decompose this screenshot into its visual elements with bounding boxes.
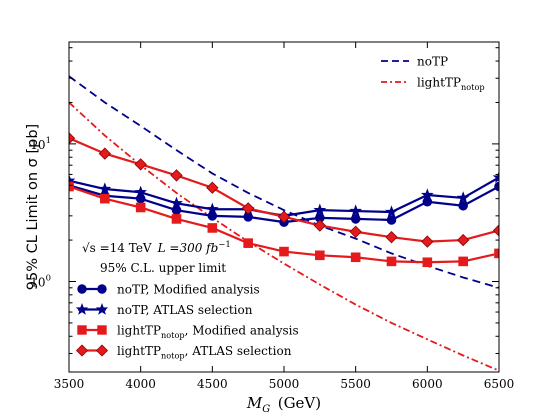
- data-point-noTP_atlas: [349, 204, 363, 217]
- legend-label-noTP_atlas: noTP, ATLAS selection: [117, 303, 253, 317]
- top-legend: noTP lightTPnotop: [381, 55, 485, 93]
- legend-marker-lightTP_modified: [77, 325, 87, 335]
- data-point-lightTP_atlas: [206, 181, 219, 194]
- legend-marker-noTP_atlas: [75, 302, 89, 315]
- data-point-lightTP_modified: [171, 214, 182, 224]
- legend-marker-noTP_atlas: [95, 302, 109, 315]
- data-point-noTP_atlas: [385, 205, 398, 218]
- data-point-lightTP_atlas: [313, 219, 326, 232]
- data-point-noTP_atlas: [170, 196, 183, 209]
- annotation-energy-lumi: √s =14 TeV L =300 fb−1: [82, 240, 231, 255]
- data-point-noTP_modified: [494, 181, 499, 192]
- legend-label-noTP_modified: noTP, Modified analysis: [117, 283, 260, 297]
- data-point-lightTP_modified: [422, 257, 433, 268]
- data-point-lightTP_modified: [279, 246, 289, 257]
- bottom-legend: noTP, Modified analysis noTP, ATLAS selec…: [75, 283, 299, 361]
- annotation-cl: 95% C.L. upper limit: [100, 261, 226, 275]
- data-point-noTP_atlas: [313, 203, 327, 216]
- legend-marker-noTP_modified: [77, 284, 87, 294]
- legend-marker-noTP_modified: [97, 284, 107, 294]
- annotation: √s =14 TeV L =300 fb−1 95% C.L. upper lim…: [82, 240, 231, 275]
- data-point-noTP_atlas: [134, 185, 148, 198]
- data-point-noTP_modified: [458, 200, 468, 211]
- y-tick-label: 101: [30, 136, 51, 152]
- y-axis-label: 95% CL Limit on σ [pb]: [25, 124, 41, 290]
- data-point-lightTP_modified: [315, 250, 325, 261]
- x-tick-label: 6500: [484, 377, 515, 391]
- legend-marker-lightTP_atlas: [75, 344, 89, 357]
- data-point-lightTP_atlas: [134, 158, 147, 171]
- data-point-lightTP_modified: [243, 238, 253, 248]
- data-point-lightTP_modified: [350, 252, 361, 263]
- data-point-lightTP_atlas: [98, 147, 111, 160]
- data-point-noTP_atlas: [456, 191, 470, 204]
- data-point-noTP_atlas: [98, 182, 112, 195]
- x-axis-label: MG (GeV): [246, 394, 321, 415]
- x-axis-label-text: MG (GeV): [246, 394, 321, 415]
- x-tick-label: 5500: [340, 377, 371, 391]
- data-point-lightTP_atlas: [170, 169, 183, 182]
- data-point-lightTP_modified: [135, 202, 146, 213]
- legend-marker-lightTP_atlas: [95, 344, 109, 357]
- series-lightTP_atlas: [69, 132, 499, 248]
- data-point-lightTP_modified: [69, 181, 74, 192]
- series-layer: [69, 75, 499, 372]
- data-point-noTP_atlas: [492, 170, 499, 183]
- x-tick-label: 6000: [412, 377, 443, 391]
- data-point-noTP_modified: [386, 215, 397, 225]
- data-point-lightTP_atlas: [385, 231, 398, 244]
- y-tick-label: 100: [30, 274, 51, 290]
- data-point-lightTP_modified: [494, 248, 499, 259]
- data-point-lightTP_modified: [207, 223, 218, 233]
- legend-label-lightTP_modified: lightTPnotop, Modified analysis: [117, 324, 299, 341]
- data-point-lightTP_modified: [100, 193, 110, 204]
- legend-label-noTP: noTP: [417, 55, 448, 69]
- data-point-lightTP_atlas: [69, 132, 76, 145]
- x-tick-label: 4500: [197, 377, 228, 391]
- data-point-lightTP_modified: [458, 256, 468, 267]
- legend-label-lightTP_atlas: lightTPnotop, ATLAS selection: [117, 344, 292, 361]
- plot-frame: [68, 41, 500, 373]
- x-tick-label: 4000: [125, 377, 156, 391]
- x-tick-label: 5000: [269, 377, 300, 391]
- legend-marker-lightTP_modified: [97, 325, 107, 335]
- ticks-layer: 3500 4000 4500 5000 5500 6000 6500 100 101: [30, 42, 514, 391]
- data-point-noTP_atlas: [420, 188, 434, 201]
- data-point-noTP_atlas: [205, 202, 219, 215]
- data-point-noTP_modified: [350, 214, 361, 224]
- data-point-lightTP_atlas: [277, 210, 291, 224]
- series-lightTP_modified: [69, 181, 499, 268]
- legend-label-lightTP_notop: lightTPnotop: [417, 76, 485, 93]
- data-point-lightTP_modified: [386, 256, 397, 267]
- data-point-lightTP_atlas: [457, 233, 470, 247]
- data-point-lightTP_atlas: [492, 224, 499, 237]
- x-tick-label: 3500: [54, 377, 85, 391]
- data-point-lightTP_atlas: [242, 202, 255, 215]
- data-point-lightTP_atlas: [421, 235, 434, 248]
- data-point-lightTP_atlas: [349, 225, 362, 238]
